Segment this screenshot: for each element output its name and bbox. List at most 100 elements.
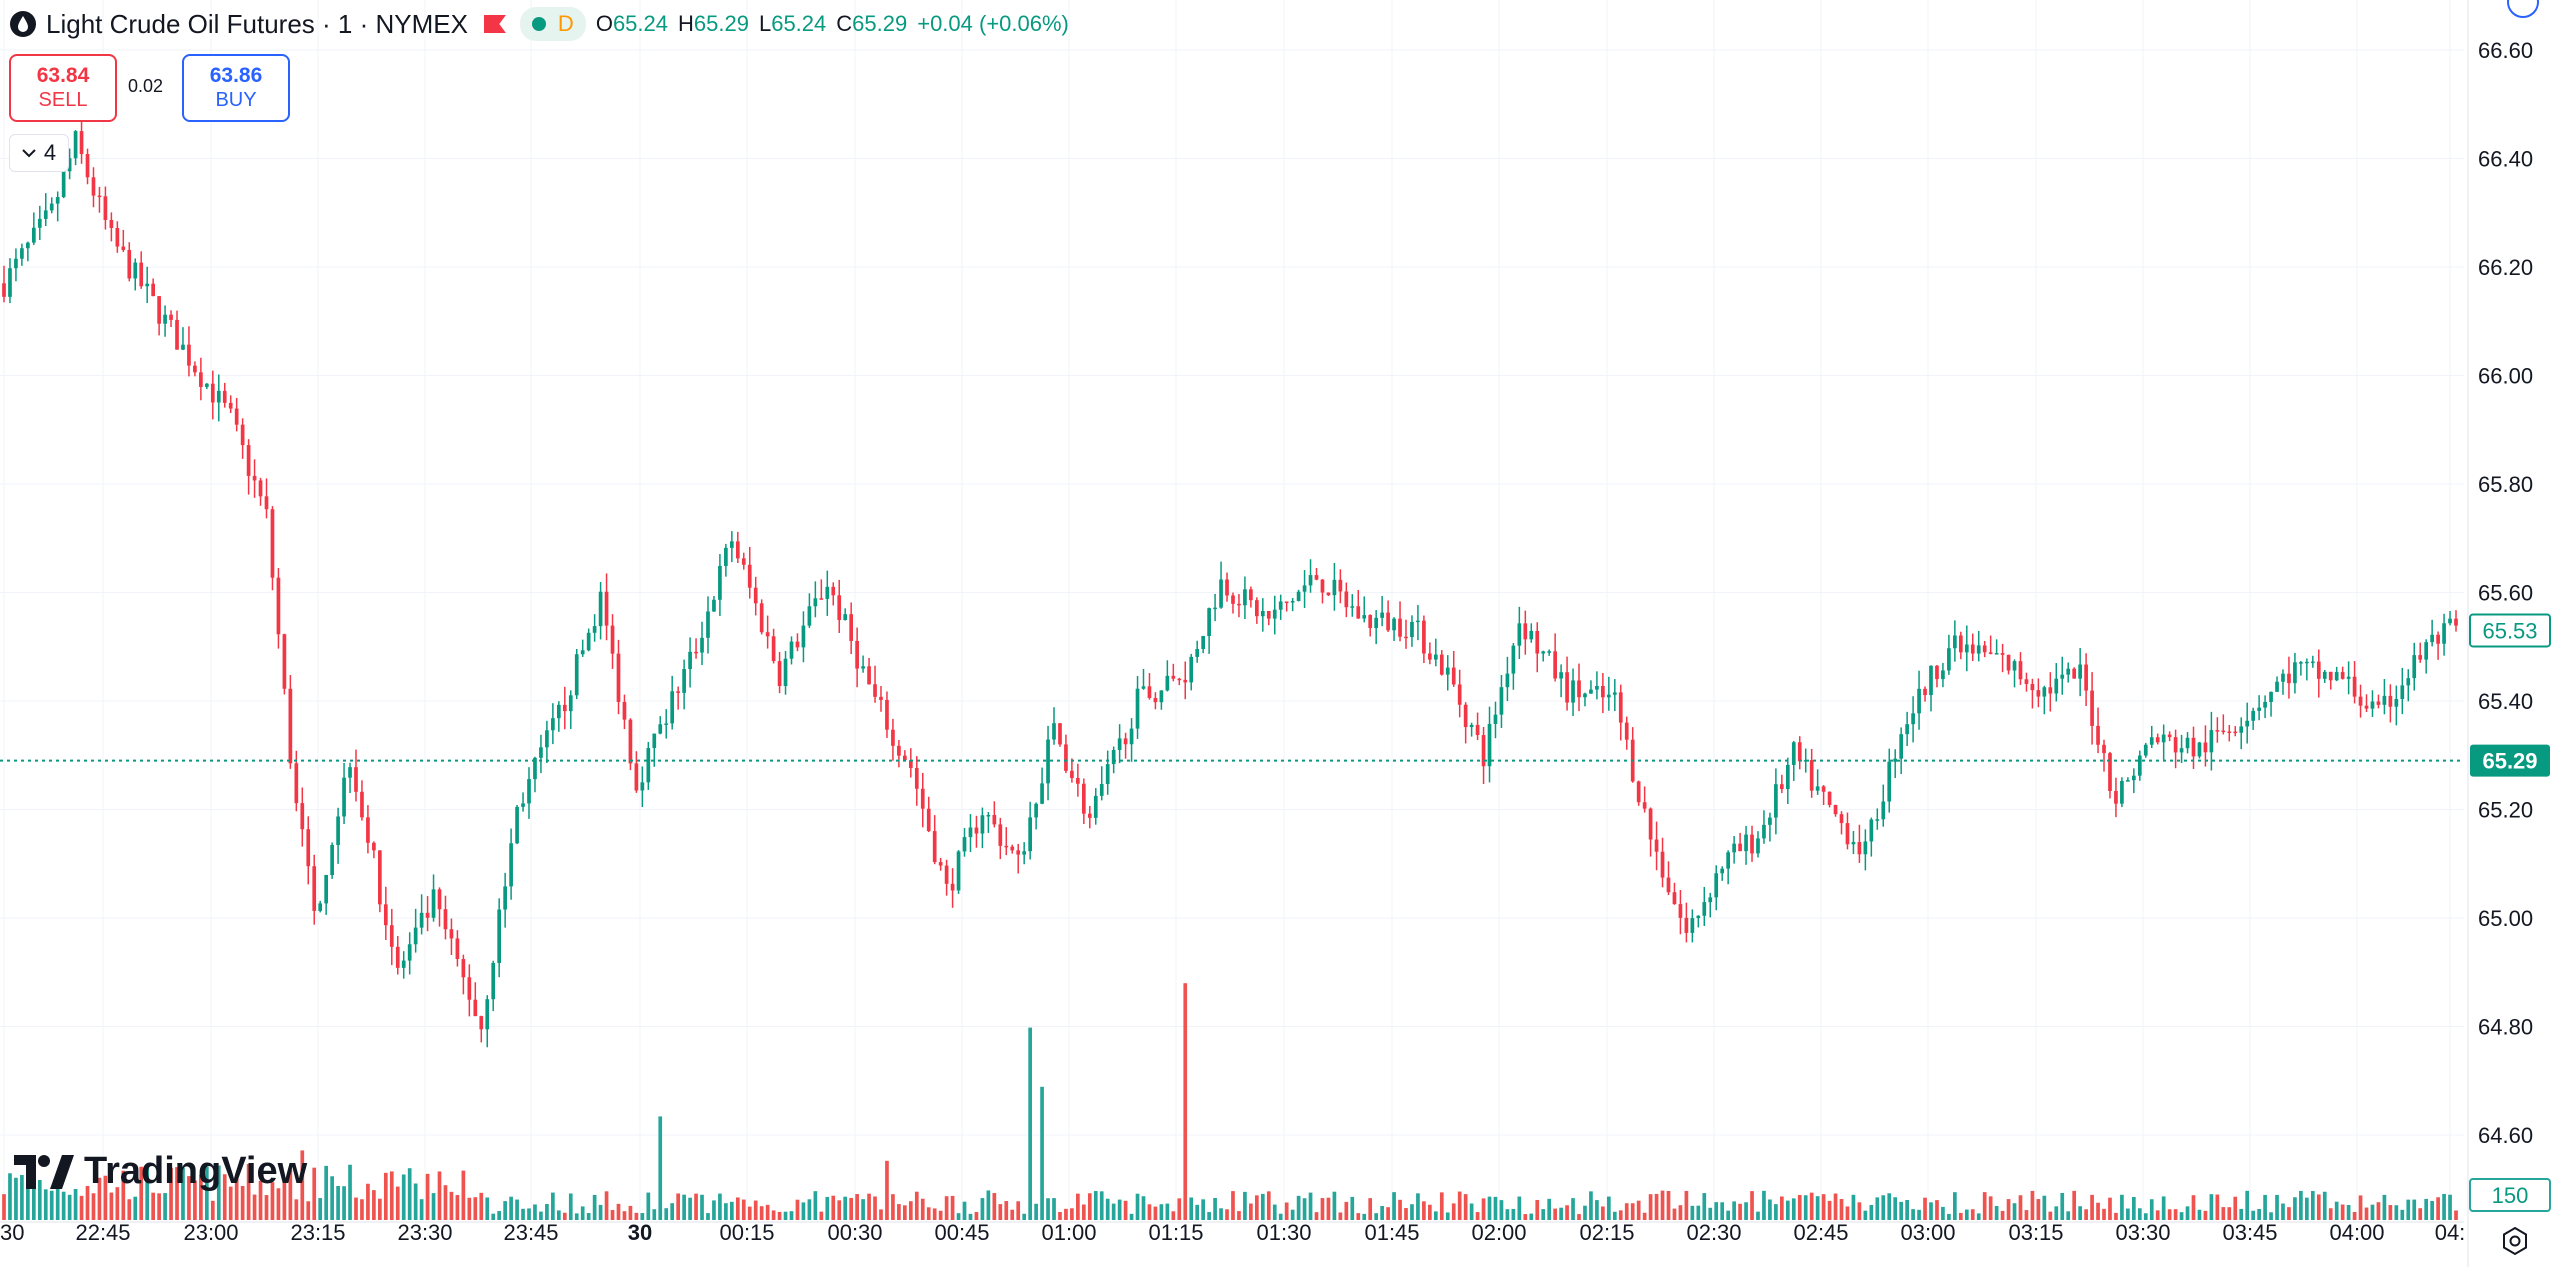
- candle-body: [1803, 760, 1808, 762]
- volume-bar: [1428, 1204, 1432, 1220]
- volume-bar: [133, 1196, 138, 1220]
- candle-body: [2185, 737, 2190, 749]
- candle-layer: [2, 113, 2458, 1048]
- volume-bar: [1237, 1211, 1241, 1220]
- candle-body: [1207, 608, 1211, 637]
- price-tick-label: 65.00: [2478, 906, 2533, 931]
- candle-body: [551, 718, 555, 731]
- high-label: H: [678, 11, 694, 36]
- candle-body: [1571, 680, 1575, 703]
- candle-body: [1481, 735, 1486, 767]
- volume-bar: [1493, 1196, 1498, 1220]
- tradingview-logo[interactable]: TradingView: [14, 1150, 307, 1193]
- candle-body: [1511, 645, 1516, 674]
- volume-bar: [914, 1191, 919, 1220]
- candle-body: [1463, 704, 1468, 728]
- volume-bar: [139, 1166, 144, 1220]
- candle-body: [2024, 679, 2029, 684]
- candle-body: [1183, 679, 1188, 683]
- candle-body: [1296, 591, 1301, 601]
- volume-bar: [879, 1209, 883, 1220]
- candle-body: [998, 824, 1003, 846]
- candle-body: [1923, 688, 1927, 696]
- volume-bar: [187, 1176, 191, 1220]
- volume-bar: [1392, 1192, 1396, 1220]
- candle-body: [825, 586, 830, 599]
- grid-layer: [0, 0, 2464, 1220]
- time-tick-label: 01:15: [1148, 1220, 1203, 1245]
- low-value: 65.24: [771, 11, 827, 36]
- candle-body: [2221, 730, 2226, 733]
- volume-bar: [300, 1150, 305, 1220]
- candle-body: [2203, 742, 2208, 753]
- volume-bar: [31, 1182, 36, 1220]
- candle-body: [1624, 722, 1629, 740]
- volume-bar: [956, 1213, 961, 1220]
- candle-body: [1833, 804, 1838, 815]
- candle-body: [449, 929, 454, 939]
- candle-body: [1153, 697, 1158, 703]
- symbol-title[interactable]: Light Crude Oil Futures · 1 · NYMEX: [46, 8, 468, 39]
- candle-body: [1815, 786, 1820, 791]
- candle-body: [240, 424, 245, 446]
- candle-body: [1762, 824, 1766, 839]
- volume-bar: [646, 1192, 651, 1220]
- candle-body: [139, 262, 144, 287]
- volume-bar: [55, 1180, 60, 1220]
- volume-bar: [926, 1207, 931, 1220]
- volume-bar: [1410, 1204, 1414, 1220]
- volume-marker-label: 150: [2492, 1183, 2529, 1208]
- volume-bar: [2000, 1210, 2005, 1220]
- candle-body: [1720, 868, 1725, 874]
- flag-icon[interactable]: [483, 15, 506, 33]
- candle-body: [2126, 780, 2130, 782]
- candle-body: [103, 196, 108, 220]
- volume-bar: [2346, 1204, 2351, 1220]
- volume-bar: [873, 1196, 877, 1220]
- volume-bar: [26, 1184, 30, 1220]
- candle-body: [97, 195, 102, 198]
- candle-body: [210, 383, 215, 403]
- candle-body: [2137, 755, 2142, 776]
- candle-body: [1231, 595, 1235, 604]
- candle-body: [1606, 694, 1611, 698]
- volume-bar: [1505, 1209, 1510, 1220]
- volume-bar: [1612, 1211, 1617, 1220]
- volume-bar: [1726, 1210, 1731, 1220]
- chevron-down-icon: [22, 149, 36, 158]
- candle-body: [497, 909, 502, 963]
- volume-bar: [121, 1170, 126, 1220]
- volume-bar: [1780, 1196, 1784, 1220]
- volume-bar: [1004, 1201, 1009, 1220]
- time-tick-label: 02:45: [1793, 1220, 1848, 1245]
- volume-bar: [2287, 1207, 2291, 1220]
- volume-bar: [2239, 1208, 2244, 1220]
- volume-bar: [1093, 1191, 1098, 1220]
- market-open-icon: [531, 17, 546, 31]
- candle-body: [294, 763, 299, 804]
- candle-body: [1541, 651, 1546, 654]
- candle-body: [389, 925, 394, 947]
- volume-bar: [2412, 1199, 2417, 1220]
- market-status-pill[interactable]: D: [519, 7, 586, 41]
- candle-body: [467, 977, 472, 1000]
- volume-bar: [1899, 1201, 1904, 1220]
- volume-bar: [962, 1201, 967, 1220]
- volume-bar: [1774, 1204, 1778, 1220]
- candle-body: [61, 171, 66, 198]
- volume-bar: [1845, 1206, 1850, 1220]
- chart-settings-icon[interactable]: [2500, 1226, 2530, 1256]
- volume-bar: [2036, 1199, 2041, 1220]
- volume-bar: [2263, 1194, 2267, 1220]
- volume-bar: [2221, 1207, 2226, 1220]
- volume-bar: [2430, 1200, 2434, 1220]
- volume-bar: [210, 1200, 215, 1220]
- sell-button[interactable]: 63.84 SELL: [9, 54, 117, 122]
- candle-body: [2310, 661, 2315, 664]
- volume-bar: [562, 1212, 567, 1220]
- indicators-toggle-button[interactable]: 4: [9, 134, 69, 172]
- volume-bar: [1630, 1203, 1635, 1220]
- buy-button[interactable]: 63.86 BUY: [182, 54, 290, 122]
- volume-bar: [103, 1175, 108, 1220]
